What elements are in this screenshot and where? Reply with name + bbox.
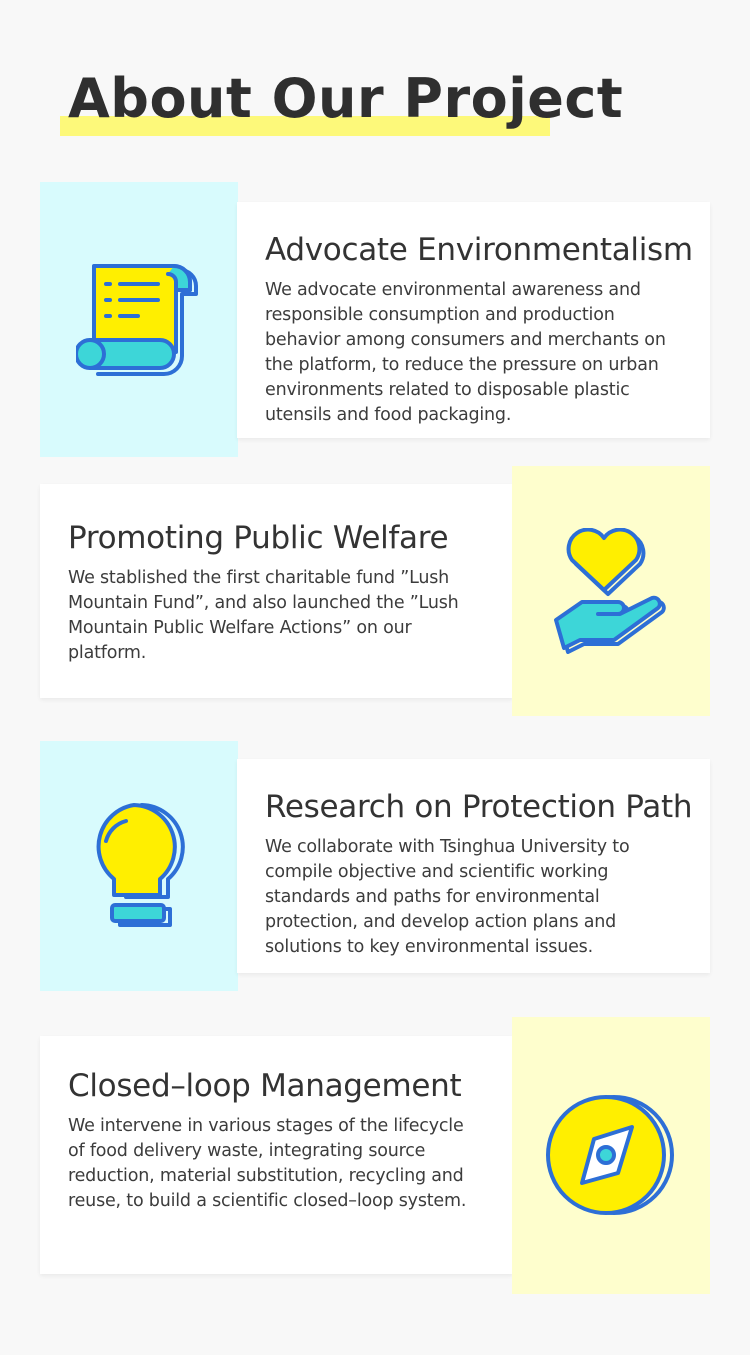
section-research-protection-path: Research on Protection Path We collabora… — [40, 741, 710, 991]
section-icon-tile — [512, 466, 710, 716]
section-icon-tile — [512, 1017, 710, 1294]
section-advocate-environmentalism: Advocate Environmentalism We advocate en… — [40, 182, 710, 457]
lightbulb-icon — [96, 803, 185, 927]
section-icon-tile — [40, 182, 238, 457]
section-title: Advocate Environmentalism — [265, 232, 693, 268]
section-body: We intervene in various stages of the li… — [68, 1116, 467, 1211]
section-body: We advocate environmental awareness and … — [265, 280, 666, 425]
compass-icon — [546, 1095, 674, 1215]
section-card: Research on Protection Path We collabora… — [237, 759, 710, 973]
section-promoting-public-welfare: Promoting Public Welfare We stablished t… — [40, 466, 710, 716]
section-icon-tile — [40, 741, 238, 991]
page-header: About Our Project — [60, 64, 624, 136]
section-body: We stablished the first charitable fund … — [68, 568, 459, 663]
heart-hand-icon — [554, 528, 666, 654]
section-title: Promoting Public Welfare — [68, 520, 449, 556]
title-highlight — [60, 116, 550, 136]
section-title: Closed–loop Management — [68, 1068, 462, 1104]
section-body: We collaborate with Tsinghua University … — [265, 837, 630, 957]
section-closed-loop-management: Closed–loop Management We intervene in v… — [40, 1017, 710, 1294]
page-title: About Our Project — [68, 67, 624, 130]
section-card: Closed–loop Management We intervene in v… — [40, 1036, 513, 1274]
section-card: Advocate Environmentalism We advocate en… — [237, 202, 710, 438]
scroll-icon — [76, 264, 198, 376]
section-card: Promoting Public Welfare We stablished t… — [40, 484, 513, 698]
section-title: Research on Protection Path — [265, 789, 693, 825]
